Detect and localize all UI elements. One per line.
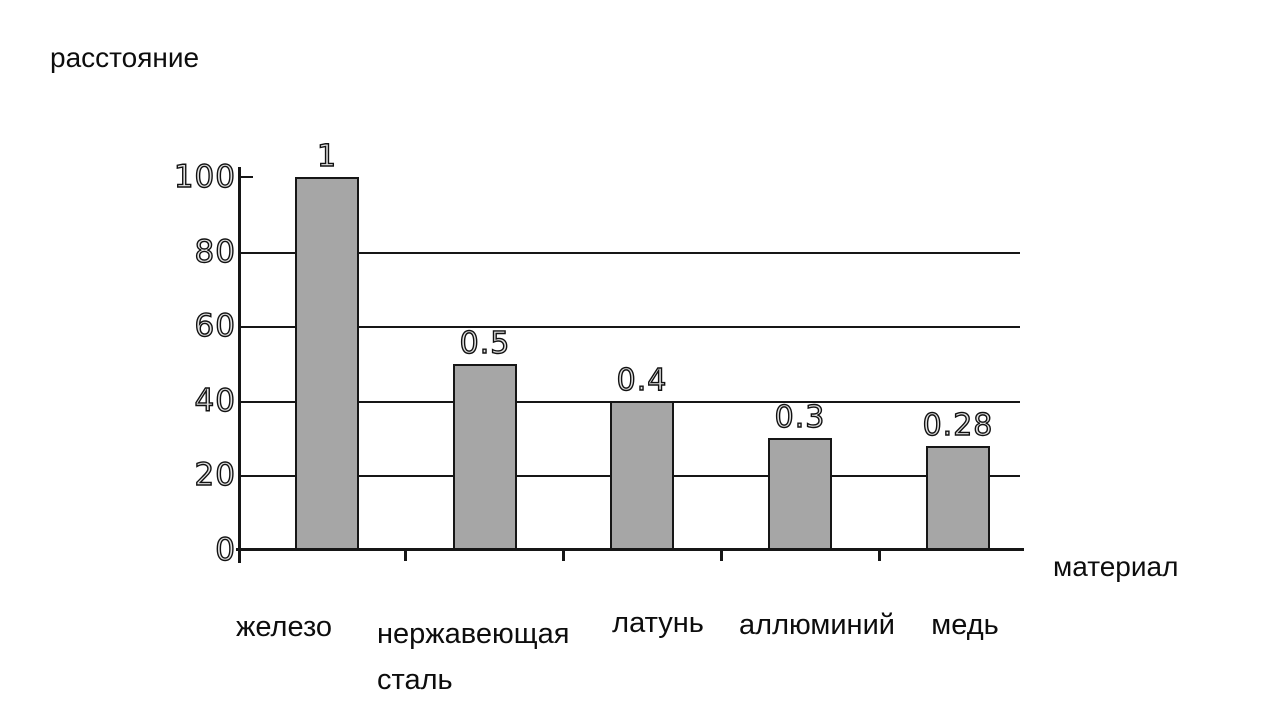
y-axis-title: расстояние xyxy=(50,42,200,73)
y-tick-label-0: 0 xyxy=(215,531,236,568)
bar-value-label: 0.4 xyxy=(616,362,668,398)
bar-stainless-steel: 0.5 xyxy=(453,325,517,550)
x-axis-title: материал xyxy=(1053,551,1179,582)
bar-value-label: 0.3 xyxy=(774,399,826,436)
bar-brass: 0.4 xyxy=(610,362,674,550)
bar-iron: 1 xyxy=(295,138,359,550)
x-axis-tick xyxy=(720,551,723,561)
category-label-stainless-steel: нержавеющая сталь xyxy=(377,618,570,696)
category-label-copper: медь xyxy=(931,609,999,641)
y-axis-line xyxy=(238,167,241,563)
category-label-aluminum: аллюминий xyxy=(739,609,895,641)
bar-value-label: 0.5 xyxy=(459,325,511,361)
category-label-iron: железо xyxy=(235,611,333,643)
x-axis-tick xyxy=(878,551,881,561)
y-axis-tick-100 xyxy=(238,176,253,178)
x-axis-tick xyxy=(562,551,565,561)
y-tick-label-40: 40 xyxy=(194,382,236,419)
y-tick-label-80: 80 xyxy=(194,233,236,270)
y-tick-label-20: 20 xyxy=(194,457,236,494)
category-label-brass: латунь xyxy=(612,607,704,639)
gridline-80 xyxy=(240,251,1020,254)
x-axis-tick xyxy=(404,551,407,561)
bar-value-label: 1 xyxy=(316,138,338,174)
bar-aluminum: 0.3 xyxy=(768,399,832,550)
bar-copper: 0.28 xyxy=(922,407,993,550)
y-tick-label-60: 60 xyxy=(194,307,236,345)
plot-area: 1 0.5 0.4 0.3 0.28 xyxy=(236,138,1024,563)
y-tick-label-100: 100 xyxy=(173,158,236,195)
x-axis-line xyxy=(236,548,1024,551)
gridline-60 xyxy=(240,326,1020,329)
bar-value-label: 0.28 xyxy=(922,407,994,443)
